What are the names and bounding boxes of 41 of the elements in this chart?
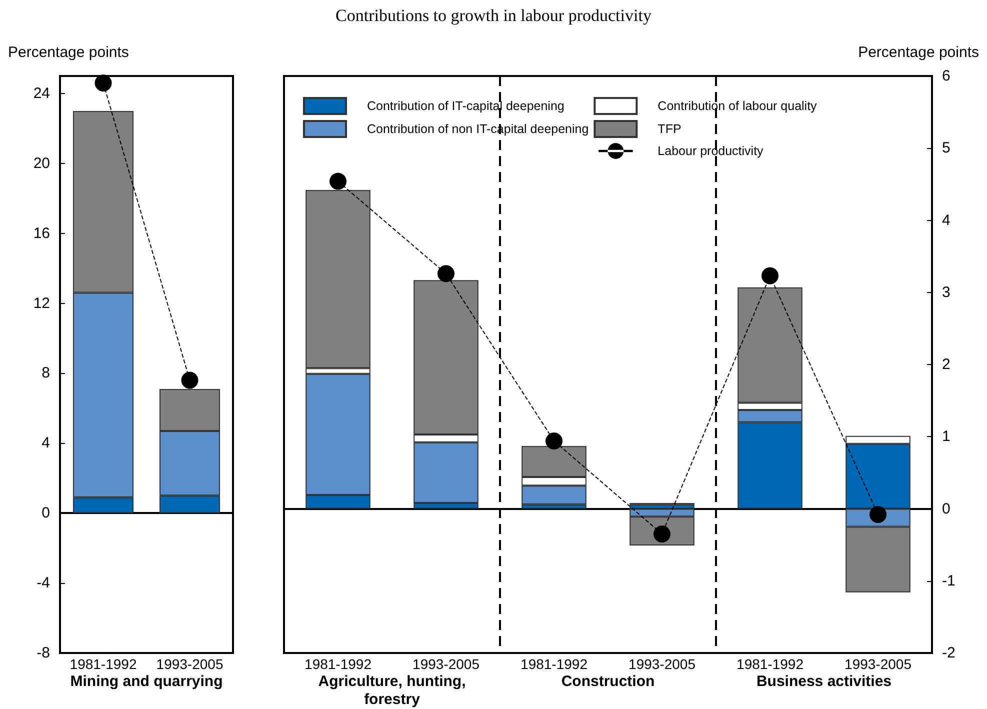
text: Construction <box>560 673 656 691</box>
y2-tick-label: 0 <box>942 500 950 518</box>
legend-label: Contribution of IT-capital deepening <box>367 99 564 113</box>
x-tick-label: 1981-1992 <box>304 656 372 672</box>
text: Business activities <box>755 673 893 691</box>
point <box>330 172 346 190</box>
y-tick-label: 20 <box>33 154 50 172</box>
y-tick-label: 16 <box>33 224 50 242</box>
x-tick-label: 1993-2005 <box>628 656 696 672</box>
text: Agriculture, hunting, forestry <box>317 673 467 709</box>
y-tick-label: 0 <box>42 504 50 522</box>
y-tick-label: -8 <box>36 644 50 662</box>
y-tick-label: -4 <box>36 574 50 592</box>
legend-label: TFP <box>658 122 682 136</box>
y2-tick-label: -2 <box>942 644 956 662</box>
legend-label: Labour productivity <box>658 144 764 158</box>
y-tick-label: 12 <box>33 294 50 312</box>
point <box>438 265 454 282</box>
x-tick-label: 1981-1992 <box>520 656 588 672</box>
x-tick-label: 1993-2005 <box>156 656 224 672</box>
legend-label: Contribution of labour quality <box>658 99 818 113</box>
y2-tick-label: -1 <box>942 572 956 590</box>
x-tick-label: 1981-1992 <box>70 656 137 672</box>
y-tick-label: 24 <box>33 84 50 102</box>
y-tick-label: 4 <box>42 434 50 452</box>
y-axis-title: Percentage points <box>8 44 129 61</box>
point <box>546 432 562 450</box>
x-tick-label: 1981-1992 <box>736 656 804 672</box>
y2-tick-label: 2 <box>942 356 950 373</box>
y2-axis-title: Percentage points <box>858 44 979 61</box>
y2-tick-label: 6 <box>942 68 950 84</box>
point <box>762 267 778 284</box>
chart-title: Contributions to growth in labour productivity <box>334 6 652 26</box>
x-axis-title: Mining and quarrying <box>69 673 224 690</box>
y2-tick-label: 1 <box>942 428 950 446</box>
x-tick-label: 1993-2005 <box>844 656 912 672</box>
y2-tick-label: 4 <box>942 212 950 229</box>
y-tick-label: 8 <box>42 364 50 382</box>
y2-tick-label: 5 <box>942 140 950 157</box>
x-tick-label: 1993-2005 <box>412 656 480 672</box>
y2-tick-label: 3 <box>942 284 950 301</box>
